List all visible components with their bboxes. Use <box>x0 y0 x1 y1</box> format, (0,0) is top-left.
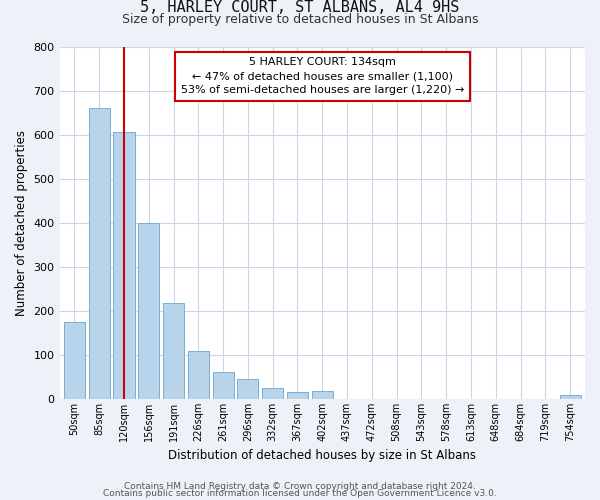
Text: Contains public sector information licensed under the Open Government Licence v3: Contains public sector information licen… <box>103 490 497 498</box>
Bar <box>212 372 233 399</box>
Text: 5 HARLEY COURT: 134sqm
← 47% of detached houses are smaller (1,100)
53% of semi-: 5 HARLEY COURT: 134sqm ← 47% of detached… <box>181 57 464 95</box>
Text: Size of property relative to detached houses in St Albans: Size of property relative to detached ho… <box>122 12 478 26</box>
Bar <box>238 378 259 399</box>
Bar <box>113 132 134 399</box>
Y-axis label: Number of detached properties: Number of detached properties <box>15 130 28 316</box>
X-axis label: Distribution of detached houses by size in St Albans: Distribution of detached houses by size … <box>168 450 476 462</box>
Bar <box>287 392 308 399</box>
Bar <box>188 352 209 399</box>
Bar <box>138 223 160 399</box>
Bar <box>560 396 581 399</box>
Text: 5, HARLEY COURT, ST ALBANS, AL4 9HS: 5, HARLEY COURT, ST ALBANS, AL4 9HS <box>140 0 460 16</box>
Bar <box>312 391 333 399</box>
Text: Contains HM Land Registry data © Crown copyright and database right 2024.: Contains HM Land Registry data © Crown c… <box>124 482 476 491</box>
Bar <box>64 322 85 399</box>
Bar <box>163 303 184 399</box>
Bar <box>262 388 283 399</box>
Bar <box>89 108 110 399</box>
